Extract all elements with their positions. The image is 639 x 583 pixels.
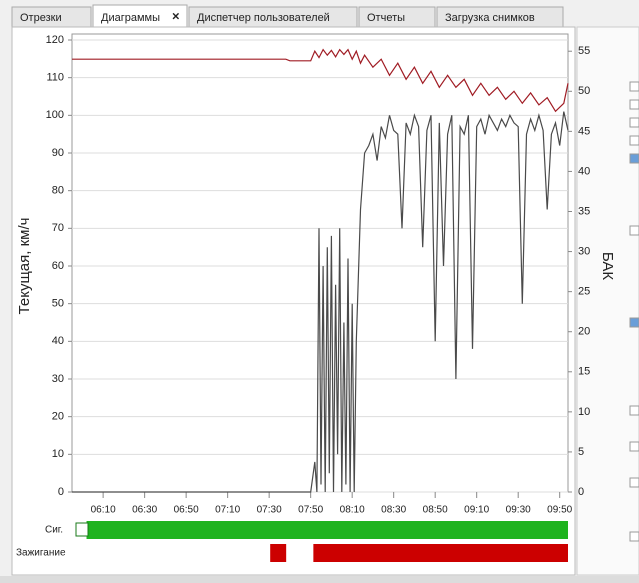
timeline-bar — [313, 544, 568, 562]
y-tick-label: 90 — [52, 147, 64, 159]
x-tick-label: 07:30 — [257, 505, 282, 516]
x-tick-label: 08:30 — [381, 505, 406, 516]
y2-tick-label: 40 — [578, 165, 590, 177]
x-tick-label: 07:10 — [215, 505, 240, 516]
y2-tick-label: 50 — [578, 85, 590, 97]
x-tick-label: 08:10 — [340, 505, 365, 516]
y-tick-label: 110 — [46, 72, 64, 84]
y2-tick-label: 25 — [578, 286, 590, 298]
timeline-bar — [86, 521, 569, 539]
x-tick-label: 07:50 — [298, 505, 323, 516]
y-tick-label: 10 — [52, 448, 64, 460]
y2-axis-label: БАК — [599, 252, 616, 281]
y-tick-label: 40 — [52, 335, 64, 347]
series-line — [72, 111, 569, 493]
y2-tick-label: 5 — [578, 446, 584, 458]
timeline-label: Зажигание — [16, 548, 66, 559]
y-tick-label: 80 — [52, 185, 64, 197]
tab-label: Отчеты — [367, 12, 405, 24]
y2-tick-label: 45 — [578, 125, 590, 137]
y2-tick-label: 35 — [578, 205, 590, 217]
side-panel — [576, 26, 639, 576]
x-tick-label: 09:10 — [464, 505, 489, 516]
y-tick-label: 120 — [46, 34, 64, 46]
y-tick-label: 0 — [58, 486, 64, 498]
x-tick-label: 09:50 — [547, 505, 572, 516]
tab-label: Загрузка снимков — [445, 12, 535, 24]
tab-bar: Отрезки Диаграммы Диспетчер пользователей О… — [11, 4, 564, 29]
series-line — [72, 48, 569, 113]
x-tick-label: 06:50 — [174, 505, 199, 516]
y2-tick-label: 55 — [578, 45, 590, 57]
tab-label: Диспетчер пользователей — [197, 12, 330, 24]
side-checkboxes — [629, 81, 639, 542]
y-tick-label: 60 — [52, 260, 64, 272]
status-bar — [0, 576, 639, 583]
x-tick-label: 06:30 — [132, 505, 157, 516]
y2-tick-label: 30 — [578, 245, 590, 257]
timeline-bar — [270, 544, 287, 562]
y-tick-label: 70 — [52, 222, 64, 234]
timeline-label: Сиг. — [45, 525, 63, 536]
x-tick-label: 06:10 — [91, 505, 116, 516]
x-tick-label: 08:50 — [423, 505, 448, 516]
tab-label: Диаграммы — [101, 12, 160, 24]
y-tick-label: 50 — [52, 298, 64, 310]
y-tick-label: 20 — [52, 411, 64, 423]
tab-close[interactable]: × — [172, 8, 180, 23]
y-tick-label: 30 — [52, 373, 64, 385]
y2-tick-label: 20 — [578, 326, 590, 338]
x-tick-label: 09:30 — [506, 505, 531, 516]
signal-icon — [75, 522, 89, 537]
y2-tick-label: 0 — [578, 486, 584, 498]
y-tick-label: 100 — [46, 109, 64, 121]
y2-tick-label: 15 — [578, 366, 590, 378]
y-axis-label: Текущая, км/ч — [16, 218, 33, 315]
tab-label: Отрезки — [20, 12, 62, 24]
y2-tick-label: 10 — [578, 406, 590, 418]
